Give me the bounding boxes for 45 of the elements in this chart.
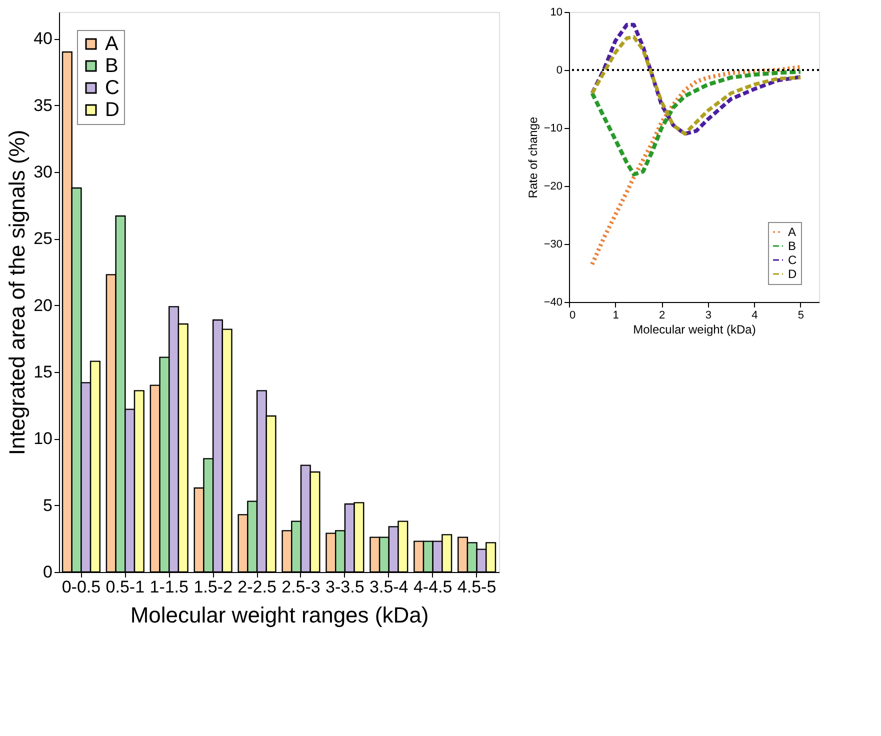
legend-label: A	[788, 225, 796, 239]
x-tick-label: 1-1.5	[150, 578, 188, 596]
x-tick-label: 3.5-4	[370, 578, 408, 596]
x-tick-label: 4.5-5	[457, 578, 496, 596]
y-tick-label: −30	[544, 238, 562, 250]
y-tick-label: 30	[34, 162, 52, 182]
y-axis-title: Rate of change	[526, 116, 540, 198]
x-tick-label: 1	[612, 310, 619, 322]
line-series	[590, 65, 803, 266]
x-tick-label: 2-2.5	[238, 578, 276, 596]
y-tick-label: 35	[34, 96, 52, 115]
x-tick-label: 2.5-3	[282, 578, 320, 596]
y-tick-label: 40	[34, 29, 52, 48]
legend-label: D	[788, 267, 797, 281]
x-tick-label: 2	[659, 310, 666, 322]
y-tick-label: 5	[43, 496, 52, 515]
x-tick-label: 0	[570, 310, 576, 322]
x-tick-label: 3-3.5	[326, 578, 364, 596]
legend-label: A	[105, 33, 119, 55]
x-tick-label: 0.5-1	[106, 578, 145, 596]
y-tick-label: 0	[43, 562, 52, 582]
y-tick-label: 25	[34, 229, 52, 248]
legend-label: B	[105, 55, 118, 77]
x-axis-title: Molecular weight (kDa)	[633, 322, 756, 336]
x-tick-label: 4-4.5	[413, 578, 452, 596]
x-tick-label: 3	[705, 310, 712, 322]
y-tick-label: 10	[550, 6, 562, 18]
legend-label: C	[788, 253, 797, 267]
y-tick-label: −10	[544, 122, 562, 134]
line-series	[590, 70, 802, 176]
y-tick-label: −40	[544, 296, 562, 308]
x-tick-label: 5	[798, 310, 804, 322]
y-tick-label: 0	[556, 64, 562, 76]
x-tick-label: 0-0.5	[62, 578, 101, 596]
y-tick-label: 10	[34, 429, 52, 448]
y-axis-title: Integrated area of the signals (%)	[4, 130, 30, 456]
legend-label: D	[105, 99, 120, 121]
y-tick-label: 20	[34, 296, 52, 315]
legend-label: C	[105, 77, 120, 99]
y-tick-label: −20	[544, 180, 562, 192]
legend-label: B	[788, 239, 796, 253]
y-tick-label: 15	[34, 362, 52, 382]
x-tick-label: 4	[752, 310, 758, 322]
x-tick-label: 1.5-2	[194, 578, 232, 596]
x-axis-title: Molecular weight ranges (kDa)	[130, 602, 429, 628]
